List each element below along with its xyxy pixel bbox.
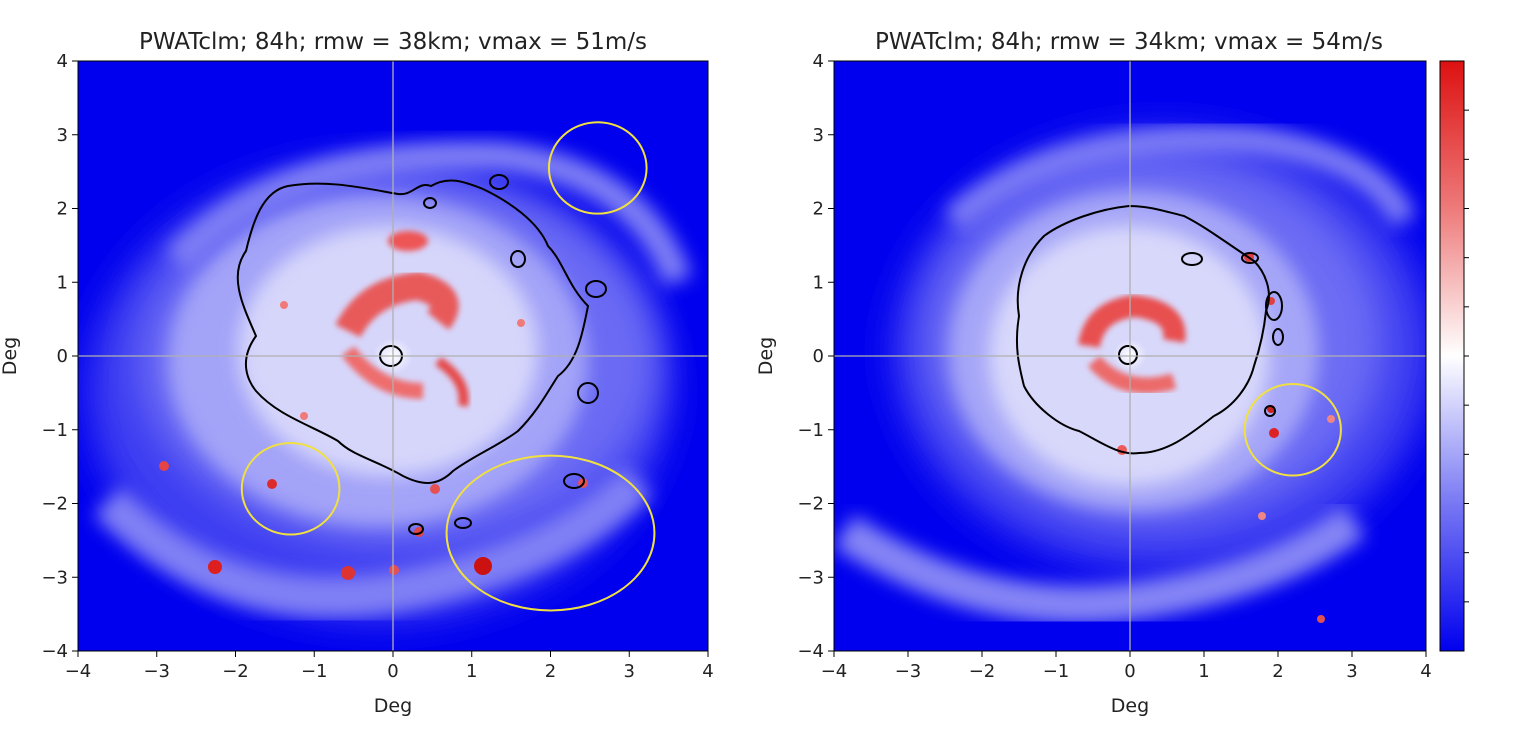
- x-tick-label: 4: [1420, 661, 1431, 682]
- x-tick-label: 4: [702, 661, 713, 682]
- y-tick-label: 2: [57, 199, 68, 220]
- heatmap-left: [78, 61, 708, 651]
- highlight-ellipse: [445, 454, 656, 612]
- x-tick-label: 0: [387, 661, 398, 682]
- x-tick-label: 2: [1272, 661, 1283, 682]
- colorbar-gradient: [1439, 60, 1465, 652]
- colorbar-ticks: [1464, 109, 1469, 603]
- x-tick-label: 2: [545, 661, 556, 682]
- y-tick-label: −1: [797, 420, 824, 441]
- x-tick-label: 3: [1346, 661, 1357, 682]
- y-tick-label: −1: [41, 420, 68, 441]
- heatmap-right: [834, 61, 1426, 651]
- x-tick-label: 1: [1198, 661, 1209, 682]
- x-tick-label: 0: [1124, 661, 1135, 682]
- y-axis-label: Deg: [755, 337, 777, 375]
- x-tick-label: −3: [895, 661, 922, 682]
- y-tick-label: 3: [57, 125, 68, 146]
- highlight-ellipses: [240, 121, 656, 612]
- moisture-contours: [1015, 204, 1284, 455]
- x-axis-label: Deg: [1111, 695, 1149, 717]
- y-axis: 4 3 2 1 0 −1 −2 −3 −4: [797, 51, 834, 662]
- x-tick-label: −4: [65, 661, 92, 682]
- y-tick-label: 2: [813, 199, 824, 220]
- y-tick-label: 0: [57, 346, 68, 367]
- y-tick-label: 0: [813, 346, 824, 367]
- y-tick-label: −3: [41, 567, 68, 588]
- panel-left: PWATclm; 84h; rmw = 38km; vmax = 51m/s: [0, 29, 714, 717]
- y-tick-label: −2: [797, 494, 824, 515]
- y-tick-label: −2: [41, 494, 68, 515]
- panel-right: PWATclm; 84h; rmw = 34km; vmax = 54m/s: [755, 29, 1432, 717]
- y-tick-label: 4: [57, 51, 68, 72]
- convective-cells: [159, 301, 588, 580]
- x-tick-label: −2: [222, 661, 249, 682]
- x-tick-label: −1: [1043, 661, 1070, 682]
- y-tick-label: −4: [41, 641, 68, 662]
- y-axis-label: Deg: [0, 337, 21, 375]
- x-tick-label: −1: [301, 661, 328, 682]
- colorbar: [1439, 60, 1469, 652]
- highlight-ellipse: [1243, 383, 1342, 477]
- x-axis-label: Deg: [374, 695, 412, 717]
- y-tick-label: −3: [797, 567, 824, 588]
- x-tick-label: 3: [624, 661, 635, 682]
- x-tick-label: 1: [466, 661, 477, 682]
- highlight-ellipses: [1243, 383, 1342, 477]
- y-tick-label: 4: [813, 51, 824, 72]
- y-tick-label: −4: [797, 641, 824, 662]
- x-tick-label: −2: [969, 661, 996, 682]
- panel-right-title: PWATclm; 84h; rmw = 34km; vmax = 54m/s: [875, 29, 1383, 55]
- y-tick-label: 1: [813, 272, 824, 293]
- precipitable-water-field: [834, 126, 1426, 624]
- x-axis: −4 −3 −2 −1 0 1 2 3 4: [821, 651, 1432, 682]
- y-axis: 4 3 2 1 0 −1 −2 −3 −4: [41, 51, 78, 662]
- moisture-contours: [236, 174, 607, 535]
- highlight-ellipse: [547, 121, 648, 215]
- highlight-ellipse: [240, 442, 341, 536]
- y-tick-label: 1: [57, 272, 68, 293]
- precipitable-water-field: [88, 140, 693, 621]
- y-tick-label: 3: [813, 125, 824, 146]
- panel-left-title: PWATclm; 84h; rmw = 38km; vmax = 51m/s: [139, 29, 647, 55]
- x-axis: −4 −3 −2 −1 0 1 2 3 4: [65, 651, 714, 682]
- x-tick-label: −3: [143, 661, 170, 682]
- x-tick-label: −4: [821, 661, 848, 682]
